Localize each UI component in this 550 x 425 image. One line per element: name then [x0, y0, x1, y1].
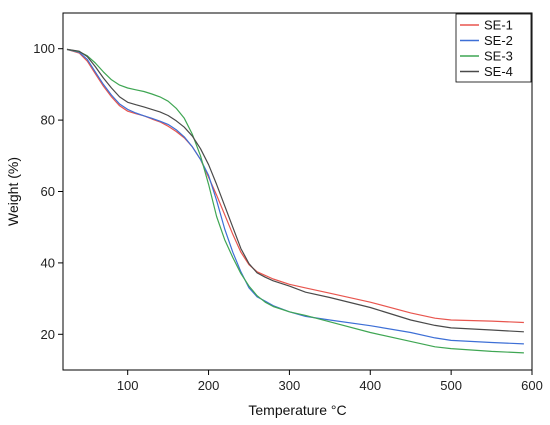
- legend-label-1: SE-1: [484, 18, 513, 33]
- legend-label-2: SE-2: [484, 33, 513, 48]
- legend-label-3: SE-3: [484, 49, 513, 64]
- series-line-2: [66, 48, 524, 345]
- x-axis-title: Temperature °C: [248, 402, 346, 418]
- series-line-4: [66, 48, 524, 333]
- y-tick-label: 100: [33, 41, 55, 56]
- ticks-layer: 100 200 300 400 500 600 20 40 60 80 100: [33, 41, 543, 393]
- series-line-3: [66, 48, 524, 354]
- x-tick-label: 600: [521, 378, 543, 393]
- legend: SE-1SE-2SE-3SE-4: [455, 13, 532, 83]
- y-tick-label: 20: [41, 327, 55, 342]
- x-tick-label: 500: [440, 378, 462, 393]
- y-tick-label: 40: [41, 255, 55, 270]
- legend-label-4: SE-4: [484, 64, 513, 79]
- series-line-1: [66, 48, 524, 324]
- x-tick-label: 400: [359, 378, 381, 393]
- x-tick-label: 200: [198, 378, 220, 393]
- y-tick-label: 80: [41, 113, 55, 128]
- y-axis-title: Weight (%): [5, 157, 21, 226]
- x-tick-label: 300: [279, 378, 301, 393]
- y-tick-label: 60: [41, 184, 55, 199]
- series-layer: [66, 48, 524, 354]
- x-tick-label: 100: [117, 378, 139, 393]
